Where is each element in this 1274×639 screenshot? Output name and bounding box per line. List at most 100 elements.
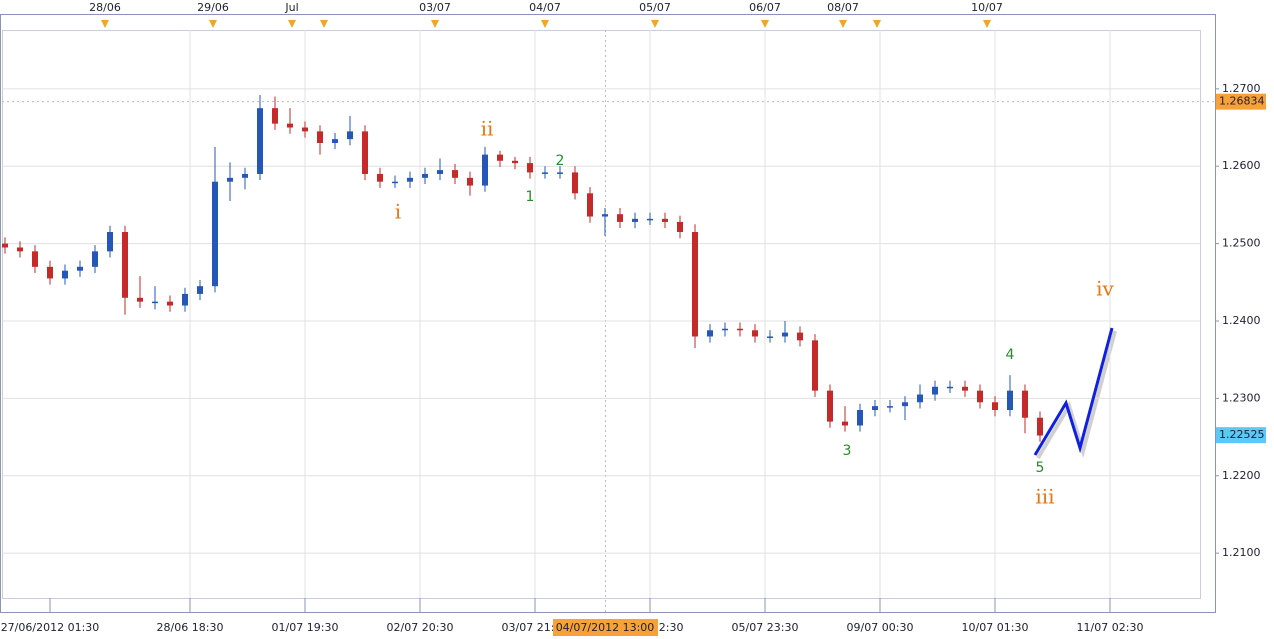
candle-body xyxy=(32,251,38,267)
price-marker-box xyxy=(1216,93,1266,110)
price-marker-box xyxy=(1216,427,1266,444)
x-tick-label: 03/07 21:30 xyxy=(502,621,569,634)
candle-body xyxy=(197,286,203,294)
candles xyxy=(2,30,1215,598)
candle-body xyxy=(617,214,623,222)
candle-body xyxy=(287,123,293,128)
candle-body xyxy=(692,231,698,337)
y-tick-label: 1.2400 xyxy=(1222,314,1261,327)
candle-body xyxy=(302,127,308,132)
candle-body xyxy=(272,108,278,124)
candle-body xyxy=(587,193,593,217)
candle-body xyxy=(557,172,563,174)
candle-body xyxy=(362,131,368,174)
session-marker xyxy=(431,20,439,28)
wave-label: 4 xyxy=(1006,347,1015,363)
candle-body xyxy=(812,340,818,391)
candle-body xyxy=(977,390,983,403)
candle-body xyxy=(872,406,878,411)
session-marker xyxy=(320,20,328,28)
candle-body xyxy=(917,394,923,403)
candle-body xyxy=(662,218,668,222)
top-axis-label: 28/06 xyxy=(89,1,121,14)
candle-body xyxy=(902,402,908,407)
candle-body xyxy=(677,221,683,232)
price-marker-label: 1.26834 xyxy=(1219,95,1265,108)
session-marker xyxy=(209,20,217,28)
top-axis-label: Jul xyxy=(284,1,298,14)
y-tick-label: 1.2500 xyxy=(1222,237,1261,250)
cursor-label-box xyxy=(553,619,658,636)
x-tick-label: 09/07 00:30 xyxy=(847,621,914,634)
candle-body xyxy=(407,177,413,182)
candle-body xyxy=(542,172,548,174)
candle-body xyxy=(602,214,608,217)
candle-body xyxy=(572,172,578,194)
candle-body xyxy=(257,108,263,174)
candle-body xyxy=(1037,417,1043,436)
candle-body xyxy=(722,328,728,331)
candle-body xyxy=(767,336,773,338)
candle-body xyxy=(437,170,443,174)
candle-body xyxy=(932,386,938,395)
candle-body xyxy=(347,131,353,140)
projection-line xyxy=(1033,327,1114,456)
candle-body xyxy=(137,297,143,302)
candle-body xyxy=(227,177,233,182)
candle-body xyxy=(947,386,953,389)
candle-body xyxy=(992,402,998,411)
candle-body xyxy=(422,173,428,178)
candle-body xyxy=(47,266,53,279)
session-marker xyxy=(541,20,549,28)
session-marker xyxy=(761,20,769,28)
session-marker xyxy=(651,20,659,28)
candle-body xyxy=(107,231,113,252)
session-marker xyxy=(839,20,847,28)
inner-frame xyxy=(2,30,1201,599)
x-tick-label: 27/06/2012 01:30 xyxy=(1,621,100,634)
wave-label: iv xyxy=(1096,277,1114,301)
candle-body xyxy=(962,386,968,391)
candle-body xyxy=(392,181,398,184)
candle-body xyxy=(632,218,638,222)
top-axis-label: 03/07 xyxy=(419,1,451,14)
projection-shadow xyxy=(1036,330,1117,460)
candle-body xyxy=(17,247,23,252)
candle-body xyxy=(827,390,833,422)
top-axis-label: 10/07 xyxy=(971,1,1003,14)
candle-body xyxy=(2,243,8,248)
top-axis-label: 05/07 xyxy=(639,1,671,14)
x-tick-label: 28/06 18:30 xyxy=(157,621,224,634)
y-tick-label: 1.2300 xyxy=(1222,391,1261,404)
wave-label: 5 xyxy=(1036,460,1045,476)
wave-label: 3 xyxy=(843,443,852,459)
candle-body xyxy=(707,330,713,337)
candle-body xyxy=(797,332,803,341)
x-tick-label: 05/07 23:30 xyxy=(732,621,799,634)
y-tick-label: 1.2200 xyxy=(1222,469,1261,482)
candle-body xyxy=(497,154,503,161)
cursor-label: 04/07/2012 13:00 xyxy=(556,621,655,634)
y-tick-label: 1.2700 xyxy=(1222,82,1261,95)
x-tick-label: 10/07 01:30 xyxy=(962,621,1029,634)
candle-body xyxy=(512,160,518,164)
y-tick-label: 1.2100 xyxy=(1222,546,1261,559)
candle-body xyxy=(62,270,68,279)
top-axis-label: 08/07 xyxy=(827,1,859,14)
candle-body xyxy=(482,154,488,186)
wave-label: i xyxy=(395,200,401,224)
wave-label: 1 xyxy=(526,189,535,205)
candle-body xyxy=(242,173,248,178)
candle-body xyxy=(527,163,533,173)
candle-body xyxy=(1007,390,1013,411)
candle-body xyxy=(122,231,128,298)
candle-body xyxy=(77,266,83,271)
wave-label: 2 xyxy=(556,153,565,169)
top-axis-label: 06/07 xyxy=(749,1,781,14)
candle-body xyxy=(317,131,323,143)
y-tick-label: 1.2600 xyxy=(1222,159,1261,172)
session-marker xyxy=(983,20,991,28)
session-marker xyxy=(101,20,109,28)
candle-body xyxy=(857,410,863,426)
